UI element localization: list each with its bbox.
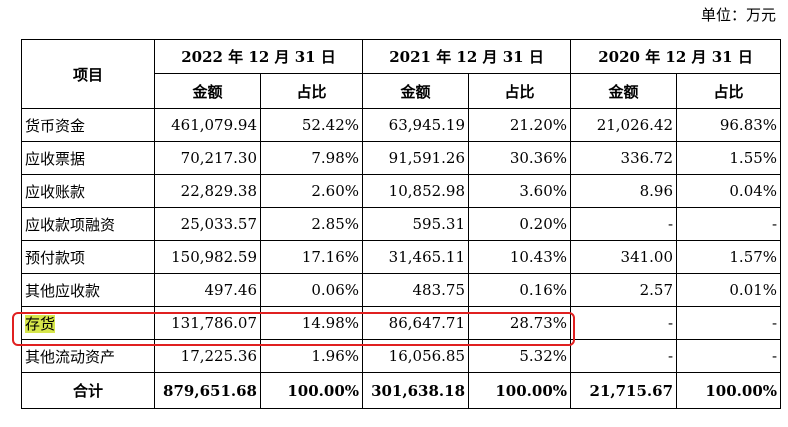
row-label: 应收票据 xyxy=(21,141,155,175)
cell-ratio-2021: 0.16% xyxy=(468,273,572,307)
cell-amount-2021: 483.75 xyxy=(362,273,470,307)
cell-amount-2021: 595.31 xyxy=(362,207,470,241)
cell-ratio-2022: 0.06% xyxy=(259,273,364,307)
cell-ratio-2021: 3.60% xyxy=(468,174,572,208)
cell-ratio-2020: 1.57% xyxy=(676,240,782,274)
header-amount: 金额 xyxy=(154,73,261,109)
cell-amount-2022: 25,033.57 xyxy=(154,207,261,241)
cell-amount-2021: 91,591.26 xyxy=(362,141,470,175)
table-row: 应收票据 70,217.30 7.98% 91,591.26 30.36% 33… xyxy=(21,141,782,175)
unit-label: 单位：万元 xyxy=(700,6,776,24)
cell-amount-2022: 497.46 xyxy=(154,273,261,307)
header-row-periods: 项目 2022 年 12 月 31 日 2021 年 12 月 31 日 202… xyxy=(21,39,782,109)
cell-ratio-2021: 10.43% xyxy=(468,240,572,274)
cell-ratio-2020: - xyxy=(676,306,782,340)
cell-ratio-2020: 0.04% xyxy=(676,174,782,208)
cell-amount-2020: 21,026.42 xyxy=(570,108,678,142)
total-amount-2020: 21,715.67 xyxy=(570,372,678,409)
cell-ratio-2022: 2.60% xyxy=(259,174,364,208)
cell-ratio-2022: 52.42% xyxy=(259,108,364,142)
annotation-frame xyxy=(12,312,575,346)
cell-amount-2021: 63,945.19 xyxy=(362,108,470,142)
total-amount-2022: 879,651.68 xyxy=(154,372,261,409)
header-ratio: 占比 xyxy=(468,73,572,109)
table-row: 其他应收款 497.46 0.06% 483.75 0.16% 2.57 0.0… xyxy=(21,273,782,307)
total-ratio-2022: 100.00% xyxy=(259,372,364,409)
cell-amount-2020: 341.00 xyxy=(570,240,678,274)
row-label-highlighted: 存货 xyxy=(21,306,155,340)
header-period-2022: 2022 年 12 月 31 日 xyxy=(153,39,364,74)
cell-ratio-2021: 21.20% xyxy=(468,108,572,142)
cell-ratio-2020: - xyxy=(676,339,782,373)
table-row: 应收款项融资 25,033.57 2.85% 595.31 0.20% - - xyxy=(21,207,782,241)
total-ratio-2021: 100.00% xyxy=(468,372,572,409)
cell-amount-2022: 131,786.07 xyxy=(154,306,261,340)
table-row: 预付款项 150,982.59 17.16% 31,465.11 10.43% … xyxy=(21,240,782,274)
header-ratio: 占比 xyxy=(676,73,782,109)
cell-ratio-2021: 30.36% xyxy=(468,141,572,175)
cell-ratio-2022: 7.98% xyxy=(259,141,364,175)
table-row: 货币资金 461,079.94 52.42% 63,945.19 21.20% … xyxy=(21,108,782,142)
header-amount: 金额 xyxy=(362,73,470,109)
total-ratio-2020: 100.00% xyxy=(676,372,782,409)
row-label: 应收账款 xyxy=(21,174,155,208)
cell-amount-2020: - xyxy=(570,207,678,241)
cell-ratio-2020: - xyxy=(676,207,782,241)
financial-table: 项目 2022 年 12 月 31 日 2021 年 12 月 31 日 202… xyxy=(21,39,782,409)
table-row-total: 合计 879,651.68 100.00% 301,638.18 100.00%… xyxy=(21,372,782,409)
cell-amount-2020: 2.57 xyxy=(570,273,678,307)
cell-ratio-2021: 28.73% xyxy=(468,306,572,340)
header-row-columns: 金额 占比 金额 占比 金额 占比 xyxy=(22,73,782,109)
table-row: 应收账款 22,829.38 2.60% 10,852.98 3.60% 8.9… xyxy=(21,174,782,208)
cell-amount-2021: 10,852.98 xyxy=(362,174,470,208)
row-label: 货币资金 xyxy=(21,108,155,142)
cell-amount-2022: 70,217.30 xyxy=(154,141,261,175)
header-item: 项目 xyxy=(21,39,155,109)
cell-amount-2021: 31,465.11 xyxy=(362,240,470,274)
header-ratio: 占比 xyxy=(259,73,364,109)
total-amount-2021: 301,638.18 xyxy=(362,372,470,409)
cell-amount-2022: 22,829.38 xyxy=(154,174,261,208)
total-label: 合计 xyxy=(21,372,155,409)
cell-amount-2020: - xyxy=(570,339,678,373)
cell-amount-2020: - xyxy=(570,306,678,340)
cell-amount-2021: 86,647.71 xyxy=(362,306,470,340)
cell-ratio-2022: 2.85% xyxy=(259,207,364,241)
cell-ratio-2020: 0.01% xyxy=(676,273,782,307)
header-period-2021: 2021 年 12 月 31 日 xyxy=(362,39,572,74)
cell-amount-2020: 336.72 xyxy=(570,141,678,175)
row-label: 其他应收款 xyxy=(21,273,155,307)
header-period-2020: 2020 年 12 月 31 日 xyxy=(570,39,782,74)
cell-amount-2022: 150,982.59 xyxy=(154,240,261,274)
cell-amount-2022: 461,079.94 xyxy=(154,108,261,142)
row-label: 应收款项融资 xyxy=(21,207,155,241)
highlight-mark: 存货 xyxy=(25,314,56,333)
header-amount: 金额 xyxy=(570,73,678,109)
row-label: 预付款项 xyxy=(21,240,155,274)
cell-ratio-2020: 96.83% xyxy=(676,108,782,142)
cell-amount-2020: 8.96 xyxy=(570,174,678,208)
cell-ratio-2022: 17.16% xyxy=(259,240,364,274)
cell-ratio-2021: 0.20% xyxy=(468,207,572,241)
cell-ratio-2020: 1.55% xyxy=(676,141,782,175)
